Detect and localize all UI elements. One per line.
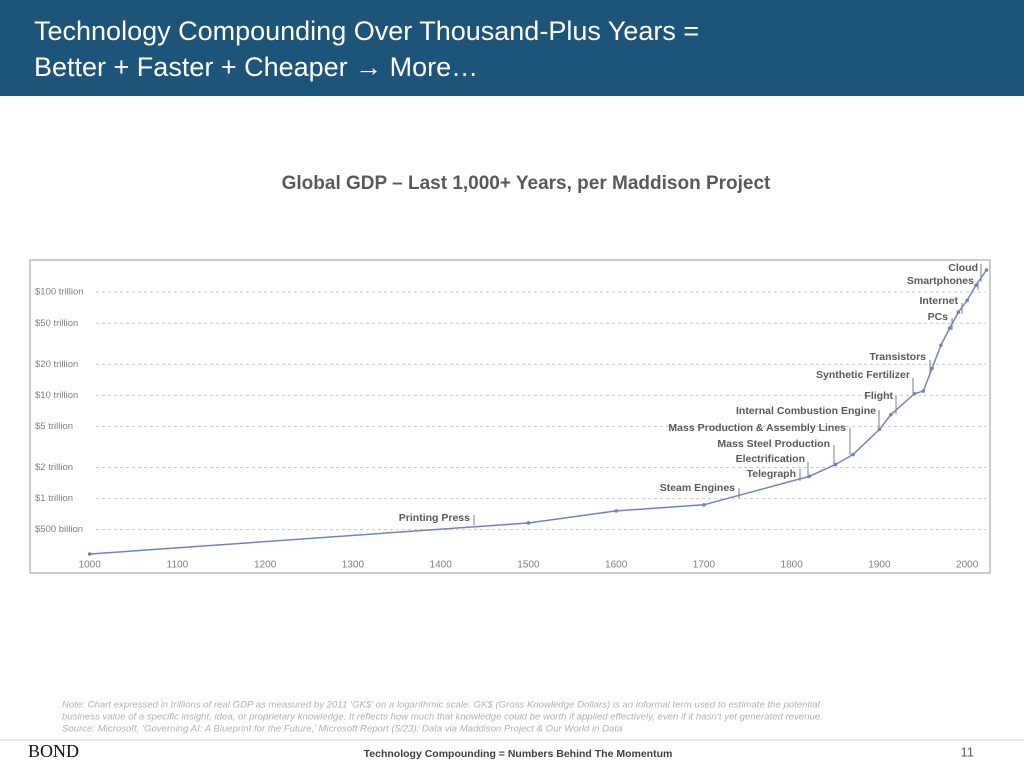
y-tick-label: $20 trillion <box>35 359 78 370</box>
annotation: Steam Engines <box>660 482 735 494</box>
note: business value of a specific insight, id… <box>62 712 823 723</box>
data-point <box>984 268 989 272</box>
data-point <box>526 521 531 525</box>
annotation: Synthetic Fertilizer <box>816 369 910 381</box>
plot: $500 billion $1 trillion $2 trillion $5 tri… <box>35 262 989 571</box>
y-tick-label: $50 trillion <box>35 318 78 329</box>
note: Source: Microsoft, ‘Governing AI: A Blue… <box>62 724 622 735</box>
y-tick-label: $1 trillion <box>35 493 73 504</box>
slide-title: Technology Compounding Over Thousand-Plu… <box>34 16 699 46</box>
annotation: Flight <box>864 390 893 402</box>
data-point <box>965 298 969 303</box>
x-tick-label: 1100 <box>167 560 189 571</box>
annotation: Cloud <box>948 262 978 274</box>
series-line <box>89 269 988 555</box>
x-tick-label: 1600 <box>605 560 628 571</box>
data-point <box>912 391 917 396</box>
y-tick-label: $10 trillion <box>35 390 78 401</box>
data-point <box>939 343 943 348</box>
annotation: Internal Combustion Engine <box>736 405 876 417</box>
annotation: Smartphones <box>907 275 974 287</box>
y-tick-label: $5 trillion <box>35 421 73 432</box>
x-tick-label: 1800 <box>781 560 804 571</box>
annotation: Transistors <box>869 351 926 363</box>
annotation: Mass Production & Assembly Lines <box>668 422 846 434</box>
annotation: Mass Steel Production <box>717 438 830 450</box>
chart-title: Global GDP – Last 1,000+ Years, per Madd… <box>282 173 771 194</box>
data-point <box>956 310 961 314</box>
data-point <box>877 427 882 432</box>
x-tick-label: 1200 <box>254 560 277 571</box>
data-point <box>614 509 618 513</box>
x-tick-label: 1900 <box>868 560 891 571</box>
logo: BOND <box>28 741 79 761</box>
data-point <box>807 474 812 479</box>
x-tick-label: 1500 <box>517 560 540 571</box>
x-tick-label: 1400 <box>430 560 453 571</box>
annotation: Telegraph <box>747 468 796 480</box>
note: Note: Chart expressed in trillions of re… <box>62 700 821 711</box>
plot-frame <box>29 259 991 574</box>
data-point <box>921 389 926 393</box>
y-tick-label: $500 billion <box>35 524 83 535</box>
x-tick-label: 1300 <box>342 560 365 571</box>
x-tick-label: 1000 <box>79 560 102 571</box>
page-number: 11 <box>961 744 975 759</box>
data-point <box>974 283 978 287</box>
annotation: Electrification <box>736 453 805 465</box>
x-tick-label: 1700 <box>693 560 716 571</box>
data-point <box>930 366 934 371</box>
data-point <box>889 412 893 417</box>
y-tick-label: $2 trillion <box>35 462 73 473</box>
data-point <box>947 326 952 331</box>
data-point <box>851 452 855 457</box>
data-point <box>702 503 706 507</box>
y-tick-label: $100 trillion <box>35 287 84 298</box>
slide-title: Better + Faster + Cheaper → More… <box>34 52 478 82</box>
data-point <box>833 462 838 467</box>
annotation: Internet <box>919 295 958 307</box>
footer-text: Technology Compounding = Numbers Behind … <box>364 748 673 760</box>
annotation: PCs <box>928 311 949 323</box>
data-point <box>87 552 92 556</box>
header-bar <box>0 0 1024 96</box>
annotation: Printing Press <box>399 512 470 524</box>
x-tick-label: 2000 <box>956 560 979 571</box>
